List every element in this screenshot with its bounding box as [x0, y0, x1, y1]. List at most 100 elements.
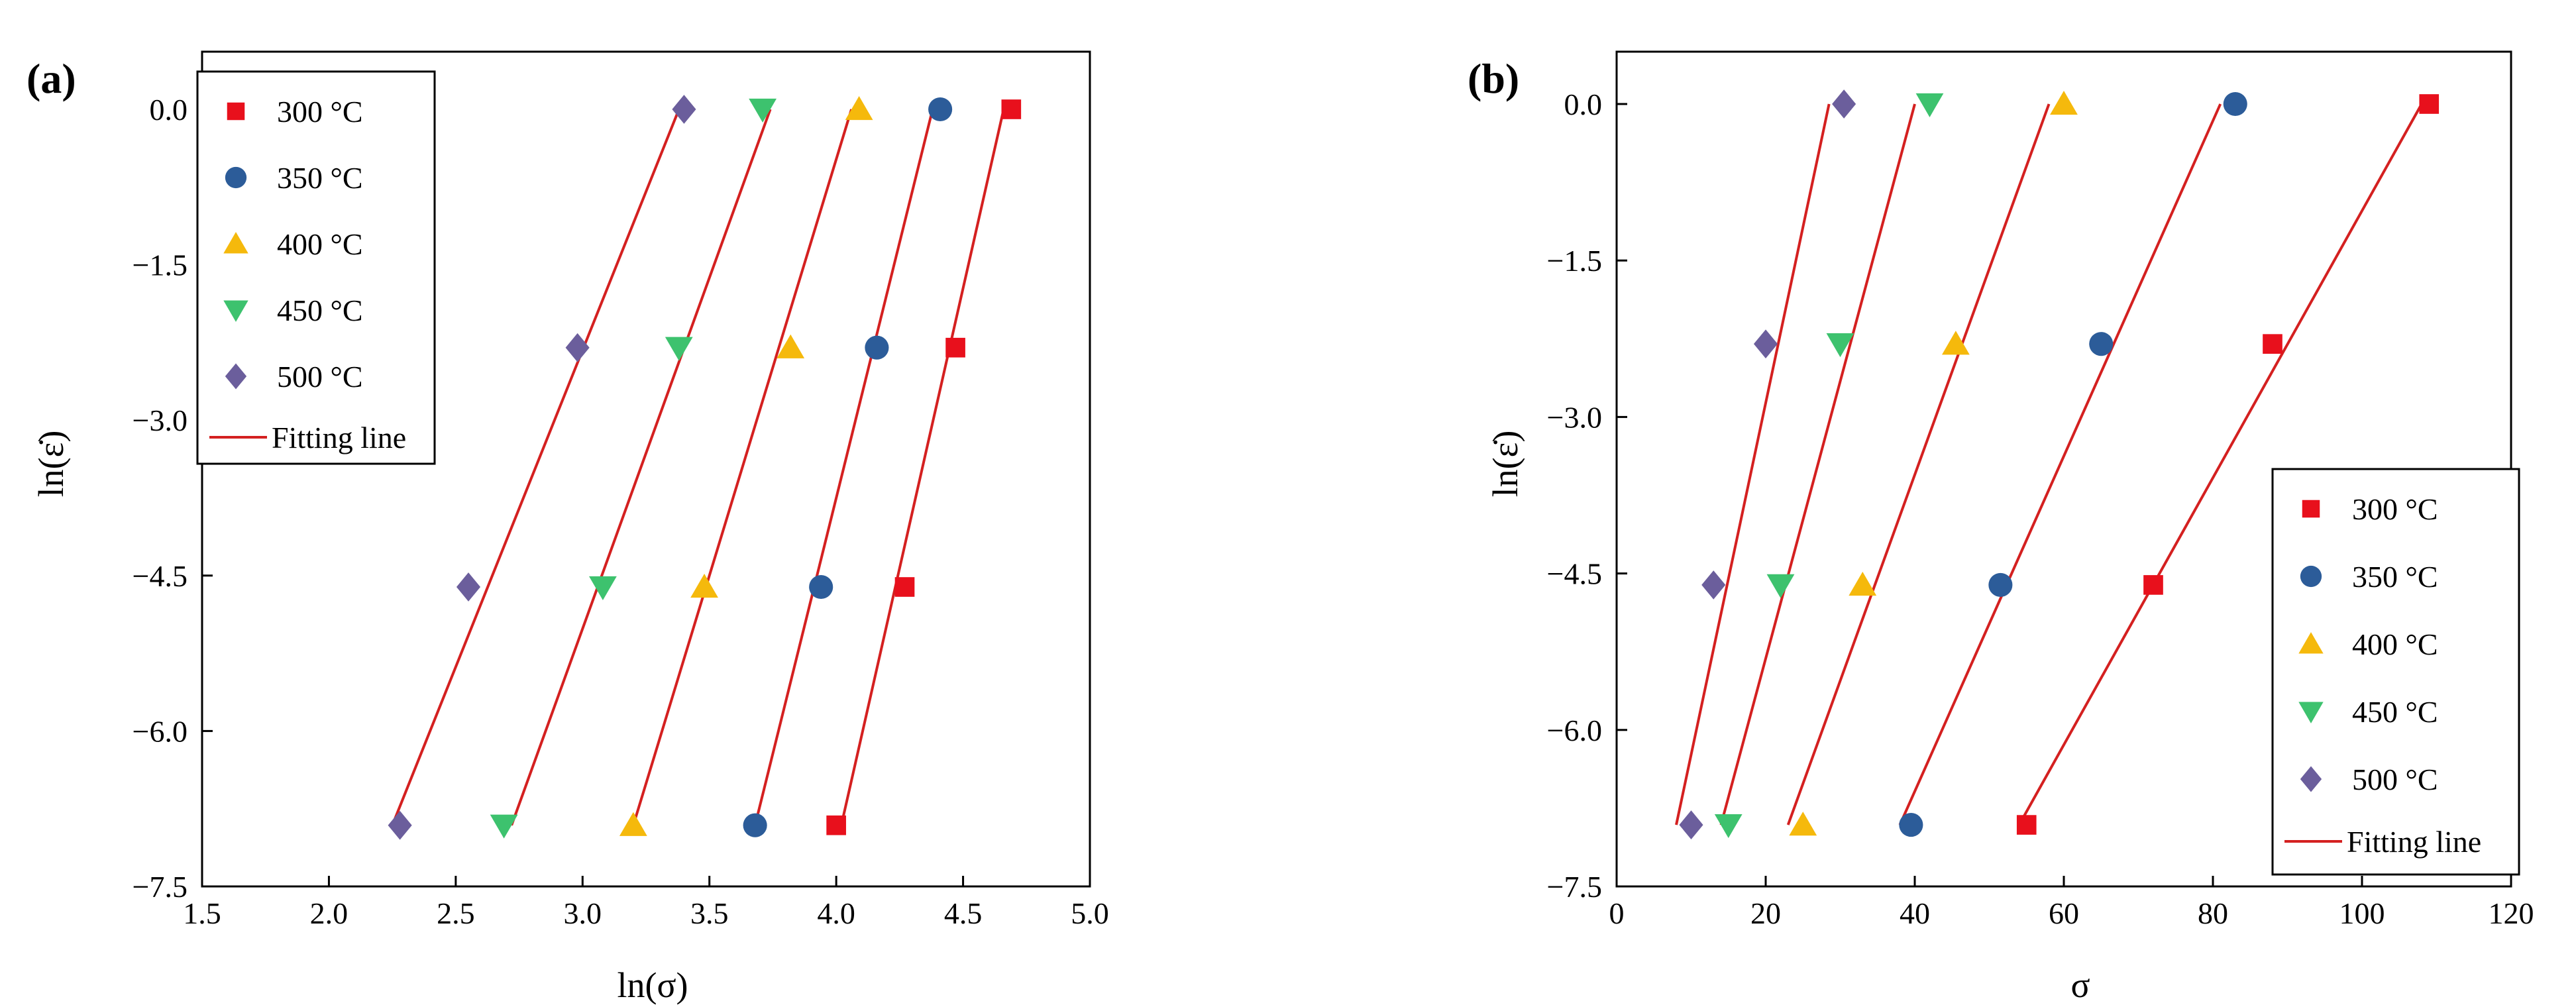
- x-tick-label: 80: [2198, 896, 2228, 930]
- legend-label-fitting-line: Fitting line: [2347, 825, 2481, 859]
- y-tick-label: −3.0: [1547, 400, 1602, 434]
- data-point-400: [619, 812, 647, 836]
- data-point-300: [2016, 815, 2037, 835]
- data-point-500: [672, 95, 696, 124]
- y-tick-label: 0.0: [150, 93, 188, 127]
- legend-marker: [223, 300, 248, 322]
- legend-marker: [2300, 565, 2322, 588]
- data-point-400: [2050, 91, 2078, 115]
- legend-marker: [227, 102, 245, 121]
- data-point-350: [743, 813, 767, 837]
- y-tick-label: −3.0: [133, 403, 188, 437]
- legend-label: 300 °C: [2352, 492, 2438, 526]
- y-tick-label: −1.5: [133, 248, 188, 282]
- y-tick-label: −7.5: [133, 870, 188, 904]
- data-point-500: [1832, 89, 1856, 119]
- x-tick-label: 4.5: [944, 896, 983, 930]
- data-point-300: [2143, 575, 2163, 595]
- y-tick-label: 0.0: [1564, 87, 1603, 121]
- x-tick-label: 2.5: [437, 896, 475, 930]
- data-point-400: [777, 334, 805, 358]
- x-tick-label: 100: [2339, 896, 2385, 930]
- legend-marker: [2298, 702, 2324, 723]
- legend-label: 500 °C: [277, 360, 363, 394]
- data-point-350: [809, 574, 833, 600]
- fitting-line-400: [1786, 103, 2051, 825]
- data-point-500: [565, 333, 590, 362]
- data-point-400: [1849, 571, 1877, 596]
- y-axis-title: ln(ε̇): [31, 431, 71, 498]
- legend-label-fitting-line: Fitting line: [272, 421, 406, 454]
- y-tick-label: −6.0: [133, 714, 188, 748]
- fitting-line-300: [839, 109, 1005, 826]
- data-point-450: [1766, 574, 1795, 598]
- legend-label: 350 °C: [2352, 560, 2438, 594]
- x-tick-label: 0: [1609, 896, 1625, 930]
- panel-label: (b): [1468, 55, 1519, 102]
- legend-label: 500 °C: [2352, 763, 2438, 796]
- data-point-300: [945, 337, 965, 358]
- data-point-500: [456, 572, 481, 602]
- x-tick-label: 120: [2489, 896, 2534, 930]
- data-point-350: [2089, 332, 2114, 356]
- legend-label: 350 °C: [277, 161, 363, 195]
- data-point-450: [1826, 333, 1854, 358]
- x-tick-label: 4.0: [817, 896, 855, 930]
- fitting-line-400: [631, 109, 853, 826]
- fitting-line-500: [1675, 103, 1831, 825]
- data-point-450: [490, 814, 518, 839]
- legend-label: 450 °C: [277, 293, 363, 327]
- x-axis-title: ln(σ): [617, 965, 688, 1005]
- data-point-350: [1899, 813, 1923, 837]
- data-point-300: [2419, 94, 2440, 114]
- y-axis-title: ln(ε̇): [1485, 431, 1525, 498]
- data-point-300: [894, 577, 915, 597]
- legend-marker: [223, 232, 248, 254]
- chart-panel-b: 0 20 40 60 80 100 120 0.0 −1.5 −3.0 −4.5 −6.0 −7.5 σ l…: [1468, 50, 2534, 1005]
- x-tick-label: 1.5: [183, 896, 221, 930]
- data-point-400: [1789, 812, 1817, 836]
- data-point-350: [865, 335, 889, 360]
- x-tick-label: 3.5: [690, 896, 729, 930]
- y-tick-label: −4.5: [133, 559, 188, 593]
- legend-label: 400 °C: [2352, 627, 2438, 661]
- fitting-line-450: [510, 109, 772, 826]
- legend-marker: [225, 166, 247, 189]
- data-point-300: [2263, 334, 2282, 354]
- x-tick-label: 5.0: [1071, 896, 1109, 930]
- data-point-350: [928, 97, 953, 122]
- fitting-line-350: [1898, 103, 2222, 825]
- legend-label: 400 °C: [277, 227, 363, 261]
- fitting-line-500: [391, 109, 680, 826]
- legend-box: [196, 70, 436, 465]
- legend-marker: [2302, 500, 2320, 518]
- legend-box: [2271, 468, 2520, 876]
- data-point-300: [1001, 99, 1022, 119]
- y-tick-label: −1.5: [1547, 244, 1602, 278]
- data-point-450: [1915, 93, 1944, 117]
- data-point-300: [826, 815, 846, 835]
- y-tick-label: −7.5: [1547, 870, 1602, 904]
- data-point-500: [1701, 570, 1726, 600]
- y-tick-label: −6.0: [1547, 714, 1602, 747]
- x-tick-label: 3.0: [564, 896, 602, 930]
- legend-marker: [2300, 766, 2322, 792]
- x-tick-label: 2.0: [310, 896, 349, 930]
- x-axis-title: σ: [2070, 965, 2090, 1005]
- data-point-400: [1941, 331, 1970, 355]
- data-point-350: [2223, 91, 2247, 117]
- x-tick-label: 40: [1900, 896, 1930, 930]
- legend: 300 °C 350 °C 400 °C 450 °C 500 °C Fitting li…: [196, 70, 436, 465]
- fitting-line-350: [753, 109, 934, 826]
- data-point-350: [1988, 572, 2013, 597]
- data-point-450: [665, 337, 693, 361]
- fitting-line-450: [1719, 103, 1916, 825]
- panel-label: (a): [27, 55, 76, 102]
- data-point-500: [388, 810, 412, 840]
- data-point-500: [1679, 810, 1703, 839]
- x-tick-label: 20: [1750, 896, 1781, 930]
- data-point-400: [690, 574, 718, 598]
- data-point-450: [589, 576, 617, 600]
- plot-frame: [201, 50, 1091, 888]
